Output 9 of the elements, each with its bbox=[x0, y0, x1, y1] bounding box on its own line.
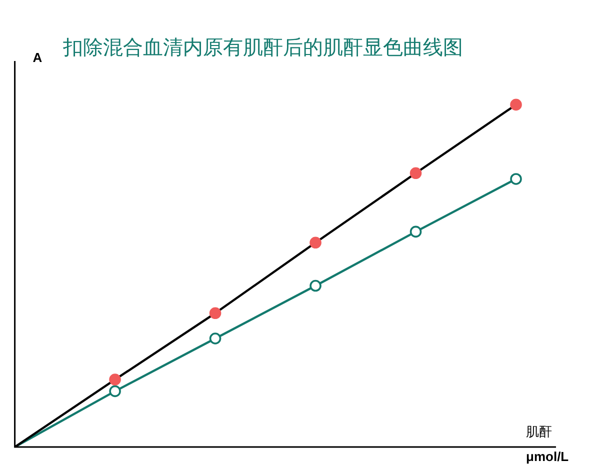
chart-title: 扣除混合血清内原有肌酐后的肌酐显色曲线图 bbox=[62, 35, 463, 60]
x-axis-title: μmol/L bbox=[526, 449, 569, 464]
point bbox=[510, 173, 522, 185]
y-axis-title: A bbox=[32, 50, 43, 66]
point bbox=[109, 385, 121, 398]
point bbox=[209, 332, 222, 344]
annotation: 肌酐 bbox=[526, 424, 552, 440]
point bbox=[410, 226, 422, 238]
point bbox=[310, 280, 322, 292]
